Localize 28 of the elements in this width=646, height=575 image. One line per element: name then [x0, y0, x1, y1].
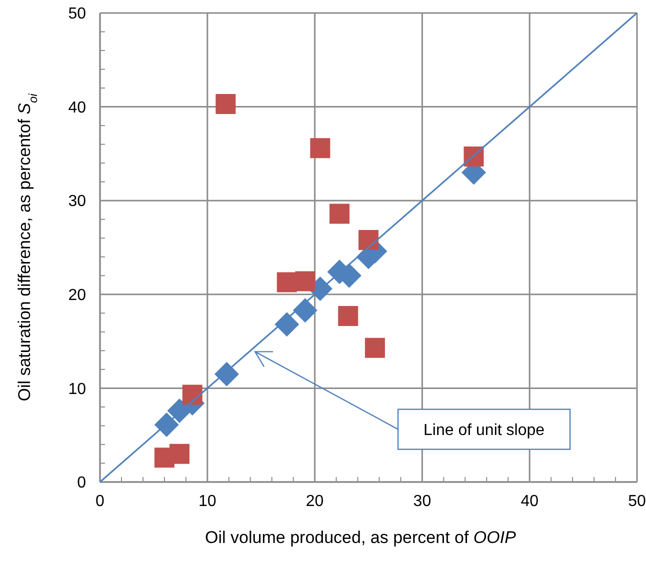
x-tick-label: 10: [198, 493, 216, 510]
point: [216, 94, 236, 114]
y-tick-label: 50: [68, 6, 86, 23]
x-tick-label: 20: [306, 493, 324, 510]
point: [274, 312, 300, 337]
x-tick-label: 30: [413, 493, 432, 510]
x-tick-label: 0: [96, 493, 105, 510]
annotation: Line of unit slope: [424, 422, 545, 439]
point: [364, 338, 385, 358]
point: [358, 230, 378, 250]
y-tick-label: 0: [77, 474, 86, 492]
point: [154, 412, 179, 438]
y-tick-label: 30: [68, 193, 86, 210]
point: [330, 204, 350, 224]
point: [214, 362, 239, 386]
y-tick-label: 10: [68, 380, 86, 398]
x-tick-label: 40: [520, 493, 539, 510]
x-tick-label: 50: [628, 493, 646, 510]
point: [292, 298, 318, 323]
point: [310, 138, 330, 158]
point: [182, 384, 202, 405]
point: [295, 271, 316, 292]
x-axis-title: Oil volume produced, as percent of OOIP: [205, 528, 517, 547]
point: [276, 272, 297, 292]
point: [338, 306, 358, 326]
y-tick-label: 40: [68, 99, 86, 116]
point: [169, 444, 190, 464]
y-tick-label: 20: [68, 287, 86, 304]
